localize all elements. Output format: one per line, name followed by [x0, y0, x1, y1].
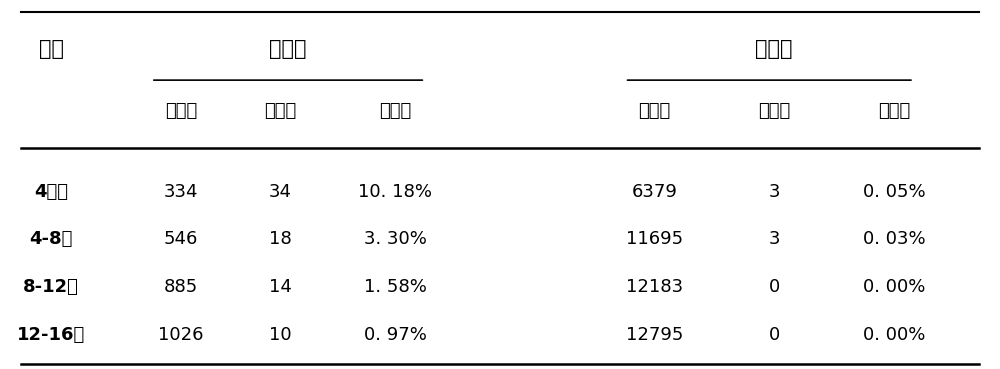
Text: 不育粒: 不育粒 [165, 102, 197, 120]
Text: 34: 34 [269, 183, 292, 201]
Text: 12795: 12795 [626, 326, 683, 344]
Text: 1026: 1026 [158, 326, 204, 344]
Text: 不育株: 不育株 [269, 39, 307, 59]
Text: 12183: 12183 [626, 278, 683, 296]
Text: 11695: 11695 [626, 230, 683, 248]
Text: 1. 58%: 1. 58% [364, 278, 427, 296]
Text: 0. 00%: 0. 00% [863, 326, 925, 344]
Text: 0: 0 [769, 326, 780, 344]
Text: 3: 3 [768, 183, 780, 201]
Text: 885: 885 [164, 278, 198, 296]
Text: 3: 3 [768, 230, 780, 248]
Text: 抗性株: 抗性株 [758, 102, 790, 120]
Text: 飘移率: 飘移率 [379, 102, 411, 120]
Text: 抗性株: 抗性株 [264, 102, 297, 120]
Text: 0. 05%: 0. 05% [863, 183, 925, 201]
Text: 10: 10 [269, 326, 292, 344]
Text: 0: 0 [769, 278, 780, 296]
Text: 4-8米: 4-8米 [30, 230, 73, 248]
Text: 18: 18 [269, 230, 292, 248]
Text: 546: 546 [164, 230, 198, 248]
Text: 10. 18%: 10. 18% [358, 183, 432, 201]
Text: 14: 14 [269, 278, 292, 296]
Text: 4米内: 4米内 [34, 183, 68, 201]
Text: 可育粒: 可育粒 [638, 102, 671, 120]
Text: 可育株: 可育株 [755, 39, 793, 59]
Text: 3. 30%: 3. 30% [364, 230, 427, 248]
Text: 范围: 范围 [39, 39, 64, 59]
Text: 飘移率: 飘移率 [878, 102, 910, 120]
Text: 12-16米: 12-16米 [17, 326, 85, 344]
Text: 334: 334 [164, 183, 198, 201]
Text: 6379: 6379 [632, 183, 678, 201]
Text: 0. 03%: 0. 03% [863, 230, 925, 248]
Text: 8-12米: 8-12米 [23, 278, 79, 296]
Text: 0. 00%: 0. 00% [863, 278, 925, 296]
Text: 0. 97%: 0. 97% [364, 326, 427, 344]
